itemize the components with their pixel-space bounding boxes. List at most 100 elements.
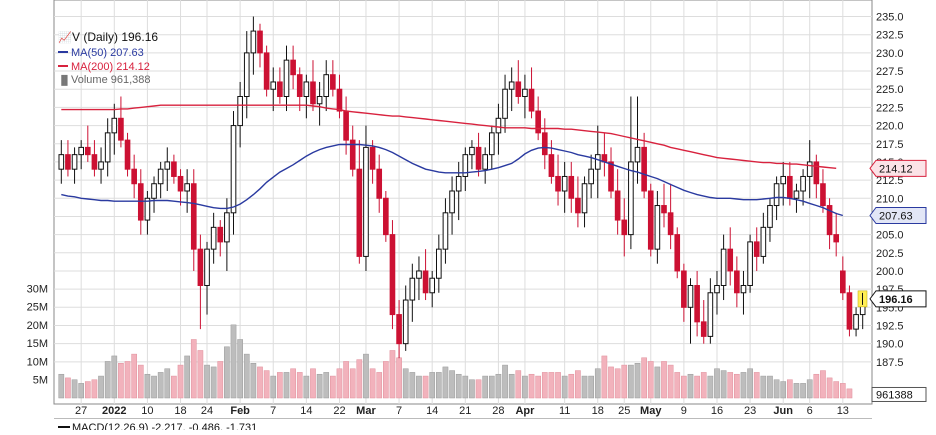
candle-body <box>767 205 773 228</box>
candle-body <box>436 248 442 279</box>
volume-bar <box>541 372 548 399</box>
volume-bar <box>270 375 277 399</box>
candle-body <box>714 285 720 294</box>
date-tick-label: 18 <box>174 405 186 417</box>
price-tags: 214.12 207.63 196.16 961388 <box>857 159 927 402</box>
candle-body <box>210 226 217 250</box>
date-tick-label: 2022 <box>102 405 126 417</box>
candle-body <box>224 212 230 243</box>
price-tick-label: 230.0 <box>876 48 904 60</box>
volume-bar <box>257 366 263 399</box>
price-tick-label: 232.5 <box>876 30 904 42</box>
candle-body <box>144 197 151 221</box>
candle-body <box>508 81 515 90</box>
candle-body <box>363 146 369 257</box>
candle-body <box>753 241 760 257</box>
volume-bar <box>144 373 151 399</box>
volume-bar <box>522 375 528 399</box>
candle-body <box>118 117 124 141</box>
date-tick-label: 24 <box>201 405 213 417</box>
candle-body <box>654 205 661 250</box>
candle-body <box>111 117 118 134</box>
volume-bar <box>243 353 250 399</box>
date-tick-label: 25 <box>618 405 630 417</box>
volume-bar <box>296 372 303 399</box>
volume-bar <box>508 373 515 399</box>
candle-body <box>667 212 674 236</box>
volume-bar <box>469 379 475 399</box>
volume-bars-icon: ▐▌ <box>58 74 71 86</box>
price-tick-label: 227.5 <box>876 66 904 78</box>
date-tick-label: 14 <box>300 405 312 417</box>
volume-bar <box>548 372 555 399</box>
volume-bar <box>621 364 628 399</box>
volume-bar <box>217 361 224 399</box>
price-tag-label: 196.16 <box>879 294 913 306</box>
volume-bar <box>628 364 634 399</box>
date-tick-label: Mar <box>356 405 376 417</box>
candle-body <box>91 154 98 170</box>
volume-bar <box>594 368 601 399</box>
candle-body <box>389 234 396 316</box>
candle-body <box>773 183 780 207</box>
candle-body <box>277 81 283 98</box>
candle-body <box>283 59 290 97</box>
volume-bar <box>528 373 535 399</box>
date-tick-label: 16 <box>711 405 723 417</box>
volume-bar <box>667 364 674 399</box>
candle-body <box>555 175 561 192</box>
volume-tick-label: 10M <box>27 356 48 368</box>
candle-body <box>740 285 747 294</box>
volume-bar <box>230 324 237 399</box>
price-tick-label: 220.0 <box>876 121 904 133</box>
volume-bar <box>455 373 462 399</box>
volume-bar <box>363 353 369 399</box>
volume-bar <box>409 372 416 399</box>
price-tag-ma50: 207.63 <box>869 206 927 224</box>
volume-bar <box>488 375 495 399</box>
date-tick-label: 11 <box>559 405 570 417</box>
volume-bar <box>330 375 336 399</box>
volume-bar <box>323 372 330 399</box>
ma50-line <box>61 143 844 217</box>
volume-bar <box>780 381 787 399</box>
candle-body <box>700 321 707 337</box>
price-tick-label: 210.0 <box>876 193 904 205</box>
date-axis: 27 2022 10 18 24 Feb 7 14 22 Mar 7 14 21 28 Apr 11 18 25 M… <box>75 405 849 417</box>
volume-bar <box>290 368 296 399</box>
candle-body <box>455 175 462 192</box>
volume-bar <box>806 379 813 399</box>
candle-body <box>734 270 740 294</box>
volume-bar <box>846 388 853 399</box>
candle-body <box>608 161 614 192</box>
volume-bar <box>734 373 740 399</box>
candle-body <box>204 248 210 286</box>
candle-body <box>310 81 316 105</box>
volume-bar <box>422 375 429 399</box>
legend: 📈 V (Daily) 196.16 MA(50) 207.63 MA(200)… <box>58 30 158 86</box>
candle-body <box>780 175 787 185</box>
candle-body <box>217 226 224 243</box>
candle-body <box>469 146 475 156</box>
candle-body <box>820 183 826 207</box>
candle-body <box>475 146 482 170</box>
date-tick-label: 22 <box>333 405 345 417</box>
candle-body <box>787 175 793 199</box>
price-tick-label: 212.5 <box>876 175 904 187</box>
candle-body <box>528 88 535 112</box>
candle-body <box>793 190 800 199</box>
candle-body <box>813 161 820 185</box>
candle-body <box>131 168 137 185</box>
volume-bar <box>429 372 436 399</box>
price-tick-label: 217.5 <box>876 139 904 151</box>
candle-body <box>98 161 104 170</box>
volume-tick-label: 30M <box>27 283 48 295</box>
candle-body <box>853 314 859 330</box>
volume-bar <box>91 379 98 399</box>
candle-body <box>833 234 840 243</box>
price-tag-box <box>869 290 927 308</box>
candle-body <box>303 81 310 98</box>
candle-body <box>184 183 190 192</box>
candle-body <box>800 175 806 192</box>
volume-bar <box>588 375 594 399</box>
